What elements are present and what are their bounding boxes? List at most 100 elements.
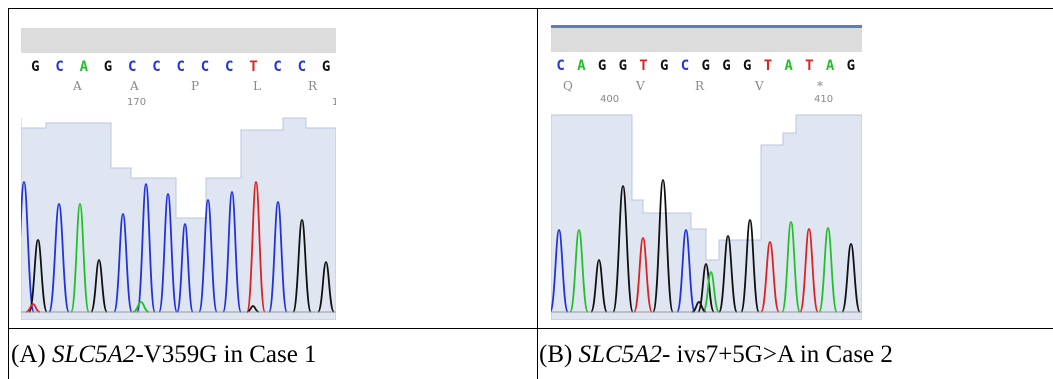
chromatogram-b-svg: C A G G T G C G G G T A T A GQ V R V *400 410 [551, 25, 862, 320]
amino-acid-label: R [308, 79, 318, 93]
header-bar [551, 28, 862, 52]
header-bar [21, 28, 336, 53]
amino-acid-label: P [191, 79, 199, 93]
caption-a-variant: -V359G in Case 1 [135, 341, 317, 368]
trace-peak [697, 263, 715, 313]
amino-acid-label: V [635, 79, 645, 93]
table-center-border [537, 8, 538, 379]
trace-peak [799, 228, 819, 313]
base-letter: G [743, 58, 751, 74]
table-mid-border [8, 328, 1053, 329]
trace-peak [818, 227, 838, 313]
base-letter: C [152, 59, 160, 75]
base-letter: C [55, 59, 63, 75]
base-letter: T [639, 58, 647, 74]
trace-peak [292, 219, 312, 313]
base-letter: G [702, 58, 710, 74]
trace-peak [569, 229, 589, 313]
trace-peak [590, 259, 608, 313]
table-top-border [8, 8, 1053, 9]
base-letter: T [764, 58, 772, 74]
caption-b-prefix: (B) [539, 341, 579, 368]
base-letter: A [826, 58, 835, 74]
base-letter: A [784, 58, 793, 74]
caption-a-gene: SLC5A2 [51, 341, 136, 368]
header-accent [551, 25, 862, 28]
chromatogram-panel-a: G C A G C C C C C T C C G A A P L R 170 1 [21, 28, 336, 320]
trace-peak [702, 271, 720, 313]
caption-b: (B) SLC5A2- ivs7+5G>A in Case 2 [539, 340, 893, 370]
trace-peak [158, 193, 178, 313]
header-gap [551, 52, 862, 54]
trace-peak [740, 219, 760, 313]
trace-peak [222, 191, 242, 313]
base-letter: G [31, 59, 39, 75]
base-letter: C [556, 58, 564, 74]
trace-peak [25, 303, 41, 313]
trace-peak [198, 199, 218, 313]
trace-peak [691, 301, 707, 313]
header-gap [21, 53, 336, 56]
position-number: 410 [814, 94, 833, 105]
base-letter: C [298, 59, 306, 75]
trace-peak [317, 261, 335, 313]
base-letter: C [681, 58, 689, 74]
trace-peak [246, 305, 260, 313]
position-number: 170 [127, 97, 146, 108]
trace-peak [48, 203, 70, 313]
trace-peak [551, 229, 569, 313]
base-letter: T [805, 58, 813, 74]
base-letter: C [128, 59, 136, 75]
trace-peak [612, 185, 634, 313]
trace-peak [652, 179, 674, 313]
base-letter: C [273, 59, 281, 75]
amino-acid-label: * [817, 79, 823, 93]
base-letter: G [598, 58, 606, 74]
position-number: 400 [600, 94, 619, 105]
amino-acid-label: V [754, 79, 764, 93]
trace-peak [90, 259, 108, 313]
trace-peak [136, 183, 156, 313]
position-number: 1 [332, 97, 336, 108]
trace-peak [113, 213, 133, 313]
trace-peak [268, 201, 288, 313]
base-letter: C [225, 59, 233, 75]
amino-acid-label: A [129, 79, 139, 93]
quality-bars [551, 114, 862, 320]
base-letter: G [722, 58, 730, 74]
chromatogram-panel-b: C A G G T G C G G G T A T A G Q V R V * 400 410 [551, 25, 862, 320]
base-letter: G [322, 59, 330, 75]
base-letter: A [80, 59, 89, 75]
trace-peak [718, 235, 738, 313]
amino-acid-label: L [253, 79, 261, 93]
trace-peak [70, 203, 90, 313]
trace-peak [21, 181, 35, 313]
table-left-border [8, 8, 9, 379]
caption-a-prefix: (A) [11, 341, 52, 368]
base-letter: G [104, 59, 112, 75]
trace-peak [132, 301, 150, 313]
base-letter: A [577, 58, 586, 74]
caption-a: (A) SLC5A2-V359G in Case 1 [11, 340, 317, 370]
amino-acid-label: A [72, 79, 82, 93]
quality-bars [21, 117, 336, 320]
trace-peak [760, 241, 780, 313]
base-letter: G [847, 58, 855, 74]
base-letter: T [249, 59, 257, 75]
base-letter: C [177, 59, 185, 75]
caption-b-gene: SLC5A2 [578, 341, 662, 368]
base-letter: G [619, 58, 627, 74]
trace-peak [633, 237, 653, 313]
trace-peak [676, 229, 696, 313]
base-letter: G [660, 58, 668, 74]
trace-peak [841, 243, 861, 313]
caption-b-variant: - ivs7+5G>A in Case 2 [661, 341, 893, 368]
amino-acid-label: Q [563, 79, 573, 93]
trace-peak [28, 239, 48, 313]
base-letter: C [201, 59, 209, 75]
trace-peak [176, 223, 194, 313]
amino-acid-label: R [695, 79, 705, 93]
trace-peak [246, 181, 266, 313]
